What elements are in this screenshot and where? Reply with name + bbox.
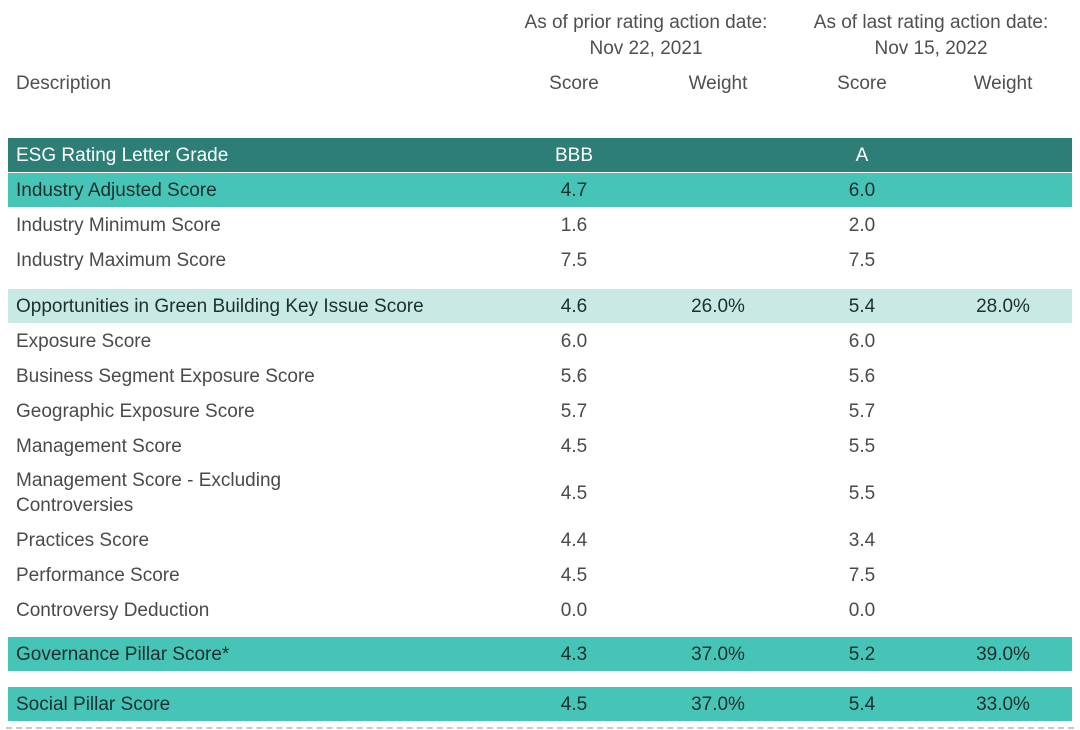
- table-row-industry-adjusted: Industry Adjusted Score 4.7 6.0: [8, 173, 1072, 207]
- last-rating-group-date: Nov 15, 2022: [874, 38, 988, 59]
- row-label: Management Score - Excluding Controversi…: [16, 470, 282, 516]
- score-prior: 1.6: [560, 214, 588, 236]
- weight-prior: 37.0%: [691, 693, 745, 715]
- score-last: 2.0: [848, 214, 876, 236]
- row-label: Opportunities in Green Building Key Issu…: [16, 295, 424, 317]
- bottom-divider: [6, 727, 1074, 729]
- table-row-performance: Performance Score 4.5 7.5: [8, 558, 1072, 592]
- score-last: 5.4: [848, 693, 876, 715]
- table-header-groups: As of prior rating action date: Nov 22, …: [8, 10, 1072, 62]
- score-prior: 4.5: [560, 482, 588, 504]
- row-label: Industry Adjusted Score: [16, 179, 217, 201]
- last-rating-group-header: As of last rating action date: Nov 15, 2…: [790, 10, 1072, 62]
- row-label: Management Score: [16, 435, 182, 457]
- score-last: 0.0: [848, 599, 876, 621]
- description-column-header: Description: [16, 73, 112, 94]
- table-row-industry-minimum: Industry Minimum Score 1.6 2.0: [8, 208, 1072, 242]
- row-label: Geographic Exposure Score: [16, 400, 255, 422]
- score-prior: BBB: [554, 144, 594, 166]
- row-label: Practices Score: [16, 529, 150, 551]
- weight-last: 28.0%: [976, 295, 1030, 317]
- score-last: 5.6: [848, 365, 876, 387]
- table-row-exposure: Exposure Score 6.0 6.0: [8, 324, 1072, 358]
- weight-prior-column-header: Weight: [688, 73, 748, 94]
- row-label: Industry Maximum Score: [16, 249, 227, 271]
- row-label: Governance Pillar Score*: [16, 643, 230, 665]
- score-last: 5.5: [848, 435, 876, 457]
- table-row-governance-pillar: Governance Pillar Score* 4.3 37.0% 5.2 3…: [8, 637, 1072, 671]
- score-prior: 7.5: [560, 249, 588, 271]
- header-spacer: [8, 10, 502, 62]
- table-column-headers: Description Score Weight Score Weight: [8, 70, 1072, 98]
- score-prior: 4.5: [560, 693, 588, 715]
- esg-rating-table: ESG Rating Letter Grade BBB A Industry A…: [0, 138, 1080, 729]
- score-last: 5.7: [848, 400, 876, 422]
- prior-rating-group-title: As of prior rating action date:: [524, 12, 768, 33]
- table-row-management-excluding-controversies: Management Score - Excluding Controversi…: [8, 464, 1072, 522]
- table-row-green-building-key-issue: Opportunities in Green Building Key Issu…: [8, 289, 1072, 323]
- score-prior-column-header: Score: [549, 73, 599, 94]
- score-last: 6.0: [848, 330, 876, 352]
- weight-last: 39.0%: [976, 643, 1030, 665]
- row-label: ESG Rating Letter Grade: [16, 144, 229, 166]
- row-label: Controversy Deduction: [16, 599, 210, 621]
- table-row-geographic-exposure: Geographic Exposure Score 5.7 5.7: [8, 394, 1072, 428]
- weight-prior: 26.0%: [691, 295, 745, 317]
- score-last: A: [855, 144, 869, 166]
- score-prior: 0.0: [560, 599, 588, 621]
- score-last: 6.0: [848, 179, 876, 201]
- score-last: 5.5: [848, 482, 876, 504]
- weight-last: 33.0%: [976, 693, 1030, 715]
- row-label: Industry Minimum Score: [16, 214, 221, 236]
- row-label: Performance Score: [16, 564, 180, 586]
- table-row-practices: Practices Score 4.4 3.4: [8, 523, 1072, 557]
- row-label: Exposure Score: [16, 330, 152, 352]
- score-last: 7.5: [848, 564, 876, 586]
- score-prior: 4.6: [560, 295, 588, 317]
- score-prior: 4.5: [560, 435, 588, 457]
- row-label: Business Segment Exposure Score: [16, 365, 315, 387]
- score-last: 7.5: [848, 249, 876, 271]
- weight-prior: 37.0%: [691, 643, 745, 665]
- score-prior: 5.6: [560, 365, 588, 387]
- score-prior: 4.3: [560, 643, 588, 665]
- score-last: 5.2: [848, 643, 876, 665]
- table-row-esg-letter-grade: ESG Rating Letter Grade BBB A: [8, 138, 1072, 172]
- score-prior: 4.7: [560, 179, 588, 201]
- prior-rating-group-date: Nov 22, 2021: [589, 38, 703, 59]
- table-row-social-pillar: Social Pillar Score 4.5 37.0% 5.4 33.0%: [8, 687, 1072, 721]
- score-prior: 4.4: [560, 529, 588, 551]
- table-row-business-segment-exposure: Business Segment Exposure Score 5.6 5.6: [8, 359, 1072, 393]
- row-label: Social Pillar Score: [16, 693, 171, 715]
- table-row-management: Management Score 4.5 5.5: [8, 429, 1072, 463]
- score-prior: 5.7: [560, 400, 588, 422]
- score-prior: 4.5: [560, 564, 588, 586]
- prior-rating-group-header: As of prior rating action date: Nov 22, …: [502, 10, 790, 62]
- weight-last-column-header: Weight: [973, 73, 1033, 94]
- score-last: 3.4: [848, 529, 876, 551]
- last-rating-group-title: As of last rating action date:: [813, 12, 1049, 33]
- score-last: 5.4: [848, 295, 876, 317]
- score-last-column-header: Score: [837, 73, 887, 94]
- table-row-controversy-deduction: Controversy Deduction 0.0 0.0: [8, 593, 1072, 627]
- score-prior: 6.0: [560, 330, 588, 352]
- table-row-industry-maximum: Industry Maximum Score 7.5 7.5: [8, 243, 1072, 277]
